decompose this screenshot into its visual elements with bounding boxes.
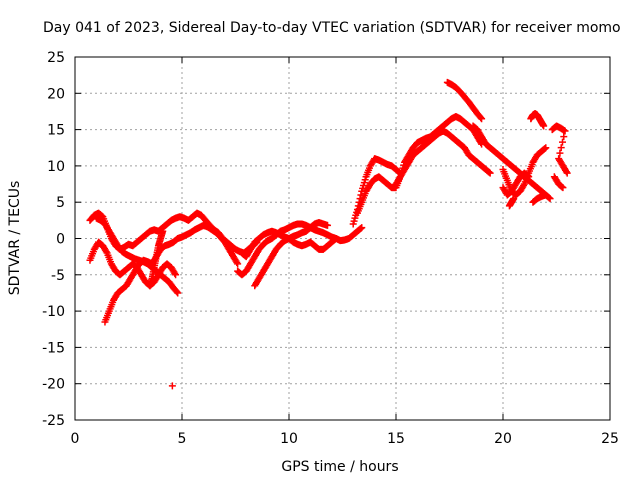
series-arc-13	[469, 122, 554, 203]
data-point	[174, 289, 182, 297]
y-tick-label: -5	[51, 268, 65, 284]
y-tick-label: 0	[56, 232, 65, 248]
data-point	[520, 182, 528, 190]
y-tick-label: 20	[47, 86, 65, 102]
series-arc-19	[550, 173, 567, 192]
y-axis-label: SDTVAR / TECUs	[7, 181, 23, 296]
data-point	[563, 169, 571, 177]
axis-ticks: 0 5 10 15 20 25 -25 -20 -15 -10 -5 0 5 10 15 20 25	[42, 50, 619, 447]
data-point	[556, 149, 564, 157]
data-point	[478, 115, 486, 123]
data-point	[560, 133, 568, 141]
x-tick-label: 15	[387, 431, 405, 447]
data-point	[510, 195, 518, 203]
data-point	[358, 224, 366, 232]
data-point	[159, 227, 167, 235]
data-point	[168, 382, 176, 390]
series-arc-15	[499, 169, 533, 199]
y-tick-label: 10	[47, 159, 65, 175]
x-tick-label: 20	[494, 431, 512, 447]
x-tick-label: 25	[601, 431, 619, 447]
y-tick-label: 15	[47, 123, 65, 139]
data-point	[171, 269, 179, 277]
data-point	[546, 195, 554, 203]
series-arc-5	[146, 227, 167, 290]
y-tick-label: -25	[42, 413, 65, 429]
data-point	[557, 144, 565, 152]
chart-title: Day 041 of 2023, Sidereal Day-to-day VTE…	[43, 20, 621, 36]
data-point	[558, 138, 566, 146]
series-outlier	[168, 382, 176, 390]
series-arc-12	[443, 78, 486, 123]
x-tick-label: 0	[71, 431, 80, 447]
x-tick-label: 10	[280, 431, 298, 447]
y-tick-label: -20	[42, 377, 65, 393]
y-tick-label: 25	[47, 50, 65, 66]
data-point	[102, 248, 110, 256]
data-point	[477, 114, 485, 122]
y-tick-label: 5	[56, 195, 65, 211]
data-point	[542, 191, 550, 199]
data-point	[559, 184, 567, 192]
data-point	[234, 260, 242, 268]
data-point	[332, 235, 340, 242]
data-point	[486, 169, 494, 177]
series-arc-18	[548, 122, 571, 177]
series-arc-11	[392, 127, 494, 188]
y-tick-label: -10	[42, 304, 65, 320]
data-point	[324, 221, 332, 229]
series-arc-8	[251, 219, 332, 290]
series-arc-20	[505, 195, 518, 210]
data-point	[561, 127, 569, 135]
data-point	[540, 122, 548, 130]
x-tick-label: 5	[178, 431, 187, 447]
data-point	[173, 288, 181, 296]
y-tick-label: -15	[42, 340, 65, 356]
x-axis-label: GPS time / hours	[281, 459, 398, 475]
data-point	[233, 258, 241, 266]
series-arc-17	[527, 110, 548, 130]
series-arc-16	[529, 191, 550, 206]
data-point	[542, 144, 550, 152]
data-point	[525, 173, 533, 181]
data-points	[86, 78, 571, 390]
data-point	[172, 271, 180, 279]
data-point	[562, 168, 570, 176]
